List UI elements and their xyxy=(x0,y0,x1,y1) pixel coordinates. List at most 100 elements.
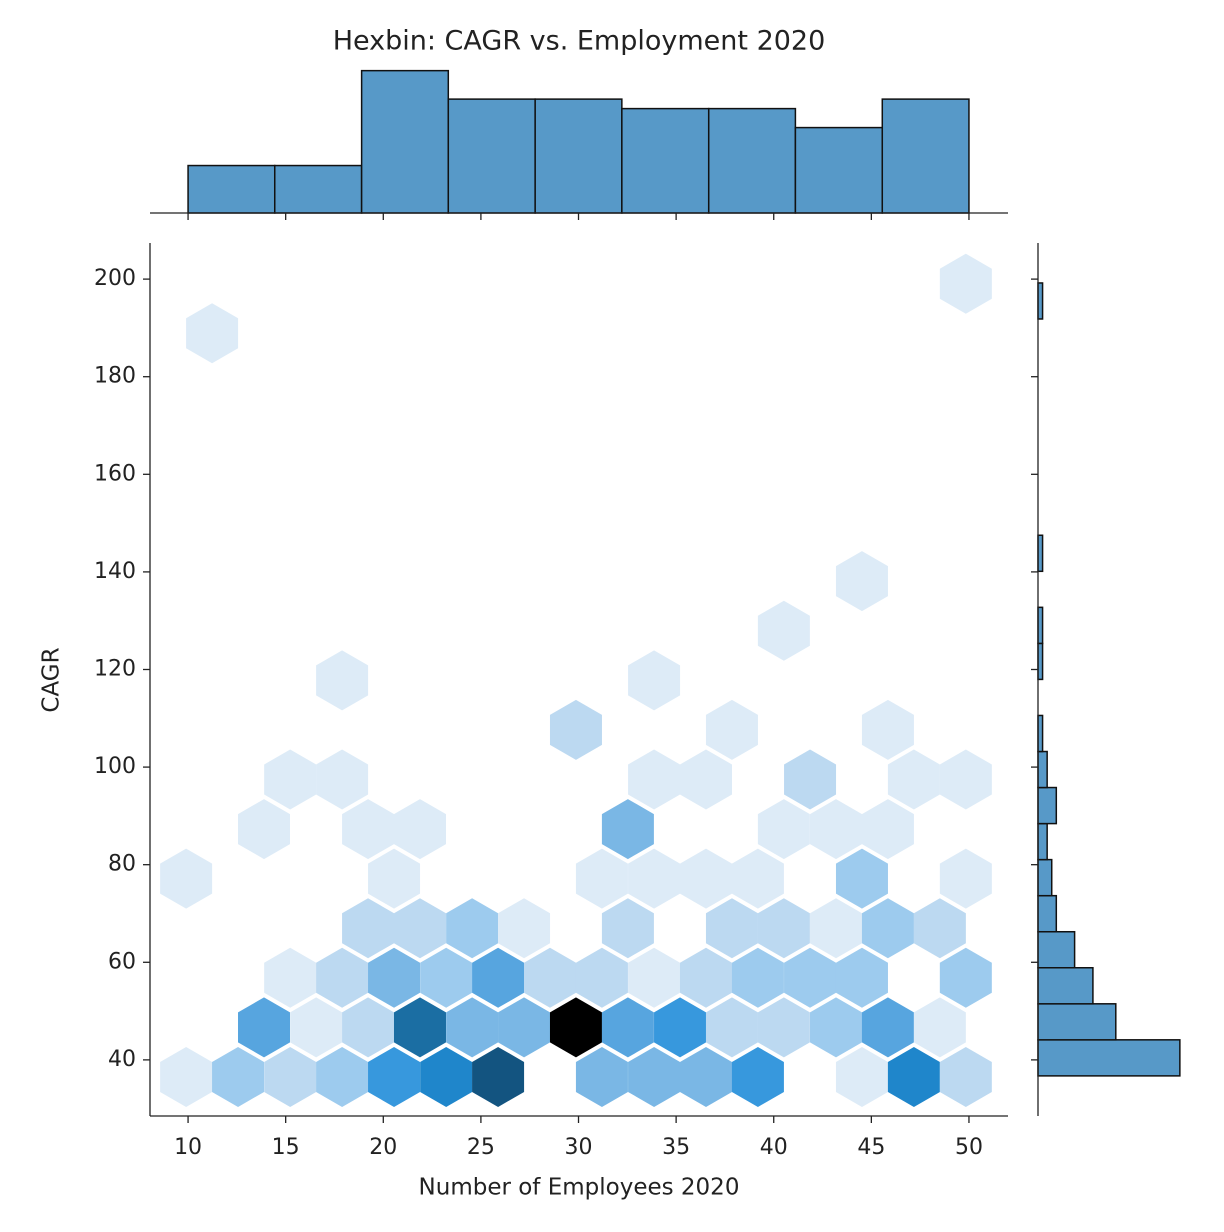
hex-cell xyxy=(731,848,784,909)
hex-cell xyxy=(264,1046,317,1107)
hex-cell xyxy=(342,997,395,1058)
hist-bar xyxy=(881,98,970,214)
hist-bar xyxy=(707,107,797,214)
hex-cell xyxy=(628,947,681,1008)
hex-cell xyxy=(498,898,551,959)
hex-cell xyxy=(290,997,343,1058)
hist-bar xyxy=(360,69,450,214)
hex-cell xyxy=(368,1046,421,1107)
y-tick-label: 100 xyxy=(94,754,136,779)
hex-cell xyxy=(679,947,732,1008)
hex-cell xyxy=(212,1046,265,1107)
hist-bar xyxy=(1037,714,1044,753)
hist-bar xyxy=(1037,894,1058,933)
x-tick-label: 35 xyxy=(662,1135,690,1160)
hex-cell xyxy=(628,848,681,909)
hex-cell xyxy=(160,848,213,909)
hex-cell xyxy=(524,947,577,1008)
x-tick-label: 40 xyxy=(760,1135,788,1160)
hex-cell xyxy=(887,749,940,810)
hex-cell xyxy=(654,997,707,1058)
hist-bar xyxy=(1037,786,1058,825)
hex-cell xyxy=(264,947,317,1008)
hex-cell xyxy=(316,749,369,810)
hex-cell xyxy=(601,997,654,1058)
hex-cell xyxy=(939,848,992,909)
x-tick-label: 10 xyxy=(174,1135,202,1160)
y-tick-label: 120 xyxy=(94,656,136,681)
hex-cell xyxy=(472,1046,525,1107)
hist-bar xyxy=(273,164,363,214)
hist-bar xyxy=(1037,606,1044,645)
hist-bar xyxy=(1037,1039,1181,1077)
hex-cell xyxy=(731,1046,784,1107)
hex-cell xyxy=(601,898,654,959)
hex-cell xyxy=(446,898,499,959)
x-axis-label: Number of Employees 2020 xyxy=(419,1175,740,1201)
hex-cell xyxy=(939,253,992,314)
hex-cell xyxy=(835,947,888,1008)
x-tick-label: 50 xyxy=(955,1135,983,1160)
hex-cell xyxy=(861,898,914,959)
hex-cell xyxy=(757,997,810,1058)
hex-cell xyxy=(705,997,758,1058)
hist-bar xyxy=(1037,750,1048,789)
hex-cell xyxy=(705,898,758,959)
hex-cell xyxy=(835,1046,888,1107)
hist-bar xyxy=(447,98,536,214)
y-tick-label: 80 xyxy=(108,852,136,877)
hex-cell xyxy=(913,898,966,959)
y-tick-label: 180 xyxy=(94,364,136,389)
hex-cell xyxy=(316,1046,369,1107)
y-tick-label: 200 xyxy=(94,266,136,291)
hex-cell xyxy=(186,303,239,364)
hist-bar xyxy=(1037,534,1044,573)
hist-bar xyxy=(1037,1003,1117,1041)
hex-cell xyxy=(757,898,810,959)
hex-cell xyxy=(628,749,681,810)
hex-cell xyxy=(575,947,628,1008)
hex-cell xyxy=(575,848,628,909)
hist-bar xyxy=(1037,858,1053,897)
hex-cell xyxy=(160,1046,213,1107)
x-tick-label: 30 xyxy=(565,1135,593,1160)
hex-cell xyxy=(628,1046,681,1107)
x-tick-label: 45 xyxy=(857,1135,885,1160)
hex-cell xyxy=(679,749,732,810)
hex-cell xyxy=(861,699,914,760)
hex-cell xyxy=(393,799,446,860)
hex-cell xyxy=(393,898,446,959)
hex-cell xyxy=(861,799,914,860)
hex-cell xyxy=(913,997,966,1058)
hex-cell xyxy=(679,848,732,909)
hex-cell xyxy=(498,997,551,1058)
x-tick-label: 15 xyxy=(272,1135,300,1160)
hex-cell xyxy=(342,799,395,860)
hist-bar xyxy=(794,126,884,214)
hex-cell xyxy=(939,749,992,810)
hist-bar xyxy=(187,164,276,214)
hex-cell xyxy=(238,997,291,1058)
hex-cell xyxy=(628,650,681,711)
hist-bar xyxy=(534,98,623,214)
hex-cell xyxy=(549,997,602,1058)
hist-bar xyxy=(1037,822,1048,861)
hex-cell xyxy=(420,947,473,1008)
x-tick-label: 20 xyxy=(369,1135,397,1160)
hex-cell xyxy=(446,997,499,1058)
hex-cell xyxy=(342,898,395,959)
y-tick-label: 60 xyxy=(108,949,136,974)
hex-cell xyxy=(835,551,888,612)
hex-cell xyxy=(420,1046,473,1107)
hex-cell xyxy=(601,799,654,860)
hex-cell xyxy=(264,749,317,810)
hist-bar xyxy=(1037,282,1044,320)
y-tick-label: 40 xyxy=(108,1047,136,1072)
hist-bar xyxy=(621,107,710,214)
hex-cell xyxy=(368,947,421,1008)
hist-bar xyxy=(1037,967,1094,1005)
hex-cell xyxy=(679,1046,732,1107)
y-tick-label: 140 xyxy=(94,559,136,584)
hex-cell xyxy=(861,997,914,1058)
